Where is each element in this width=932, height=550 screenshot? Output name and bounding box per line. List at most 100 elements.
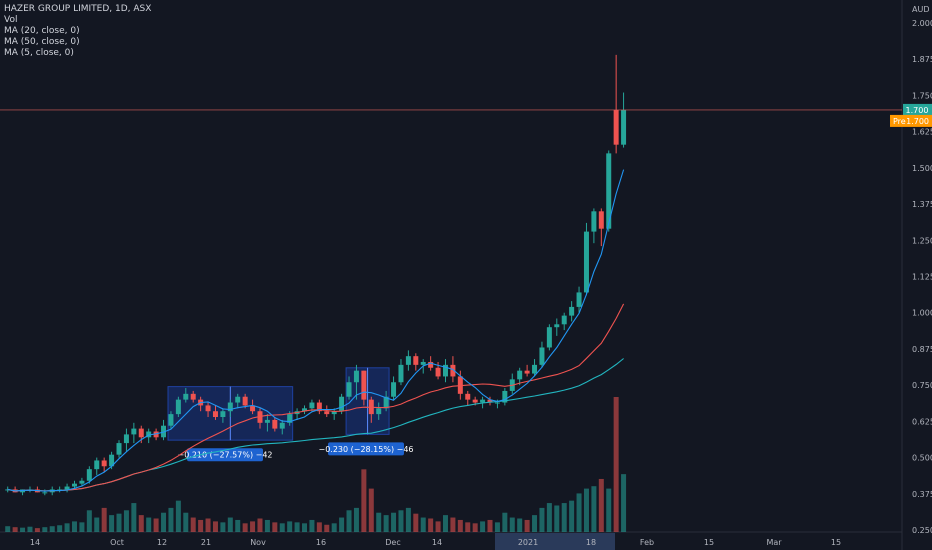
candle-body <box>383 396 389 409</box>
candle-body <box>539 347 545 365</box>
legend-vol[interactable]: Vol <box>4 15 18 25</box>
candle-body <box>546 327 552 348</box>
candle-body <box>86 469 92 481</box>
chart-legend: HAZER GROUP LIMITED, 1D, ASX Vol MA (20,… <box>4 4 151 59</box>
candle-body <box>576 292 582 307</box>
volume-bar <box>442 515 448 532</box>
y-tick-label: 1.250 <box>912 236 932 245</box>
volume-bar <box>131 503 137 532</box>
ma5-line <box>7 169 625 492</box>
volume-bar <box>49 526 55 532</box>
volume-bar <box>309 519 315 532</box>
measure-label: −0.230 (−28.15%) −46 <box>318 445 413 454</box>
candle-body <box>442 364 448 377</box>
candle-body <box>257 411 263 423</box>
x-tick-label: 15 <box>831 538 841 547</box>
y-tick-label: 0.375 <box>912 490 932 499</box>
candle-body <box>79 480 85 484</box>
volume-bar <box>5 526 11 532</box>
volume-bar <box>94 517 100 532</box>
volume-bar <box>487 519 493 532</box>
volume-bar <box>428 518 434 532</box>
volume-bar <box>12 527 18 532</box>
candle-body <box>480 399 486 403</box>
candle-body <box>591 211 597 232</box>
volume-bar <box>27 526 33 532</box>
candle-body <box>613 109 619 145</box>
candle-body <box>64 486 70 490</box>
candle-body <box>450 364 456 377</box>
volume-bar <box>264 519 270 532</box>
candle-body <box>190 393 196 400</box>
candle-body <box>242 396 248 406</box>
candle-body <box>331 411 337 415</box>
volume-bar <box>257 518 263 532</box>
candle-body <box>517 370 523 380</box>
candle-body <box>220 411 226 418</box>
volume-bar <box>457 519 463 532</box>
candle-body <box>205 405 211 412</box>
candle-body <box>524 370 530 374</box>
candle-body <box>146 431 152 438</box>
x-tick-label: Nov <box>250 538 266 547</box>
volume-bar <box>569 500 575 532</box>
time-axis-range-highlight <box>495 533 615 550</box>
candle-body <box>398 364 404 383</box>
volume-bar <box>621 474 627 532</box>
candle-body <box>324 411 330 415</box>
volume-bar <box>613 397 619 532</box>
candle-body <box>554 324 560 328</box>
volume-bar <box>34 528 40 532</box>
y-tick-label: 1.875 <box>912 55 932 64</box>
candle-body <box>532 364 538 374</box>
candle-body <box>123 434 129 444</box>
y-tick-label: 0.625 <box>912 417 932 426</box>
y-tick-label: 0.250 <box>912 526 932 535</box>
candle-body <box>279 422 285 429</box>
candle-body <box>494 402 500 404</box>
candle-body <box>316 402 322 412</box>
candle-body <box>116 443 122 455</box>
candle-body <box>391 382 397 397</box>
candle-body <box>309 402 315 409</box>
legend-ma50[interactable]: MA (50, close, 0) <box>4 37 80 47</box>
volume-bar <box>539 507 545 532</box>
x-tick-label: 15 <box>704 538 714 547</box>
pre-market-price: 1.700 <box>906 117 929 126</box>
candle-body <box>569 306 575 316</box>
legend-ma20[interactable]: MA (20, close, 0) <box>4 26 80 36</box>
volume-bar <box>212 521 218 532</box>
axes: 2.000 1.875 1.750 1.625 1.500 1.375 1.250 1.125… <box>30 5 932 547</box>
volume-bar <box>235 519 241 532</box>
candlesticks <box>5 54 627 496</box>
volume-bar <box>450 517 456 532</box>
volume-bar <box>250 521 256 532</box>
volume-bar <box>227 517 233 532</box>
symbol-title[interactable]: HAZER GROUP LIMITED, 1D, ASX <box>4 4 152 14</box>
x-tick-label: 18 <box>586 538 596 547</box>
y-tick-label: 1.375 <box>912 200 932 209</box>
moving-averages <box>7 169 625 492</box>
volume-bar <box>138 515 144 532</box>
measure-tools[interactable]: −0.210 (−27.57%) −42 −0.230 (−28.15%) −46 <box>167 367 414 462</box>
legend-ma5[interactable]: MA (5, close, 0) <box>4 48 74 58</box>
volume-bar <box>175 500 181 532</box>
volume-bar <box>64 523 70 532</box>
volume-bar <box>524 519 530 532</box>
volume-bar <box>361 469 367 532</box>
volume-bar <box>294 522 300 532</box>
candle-body <box>212 411 218 418</box>
volume-bar <box>279 523 285 532</box>
candle-body <box>272 419 278 429</box>
candle-body <box>235 396 241 403</box>
volume-bar <box>391 512 397 532</box>
x-tick-label: Oct <box>110 538 124 547</box>
x-tick-label: 14 <box>432 538 442 547</box>
x-tick-label: 14 <box>30 538 40 547</box>
volume-bar <box>146 517 152 532</box>
y-tick-label: 1.500 <box>912 164 932 173</box>
candle-body <box>287 414 293 423</box>
candle-body <box>264 419 270 423</box>
